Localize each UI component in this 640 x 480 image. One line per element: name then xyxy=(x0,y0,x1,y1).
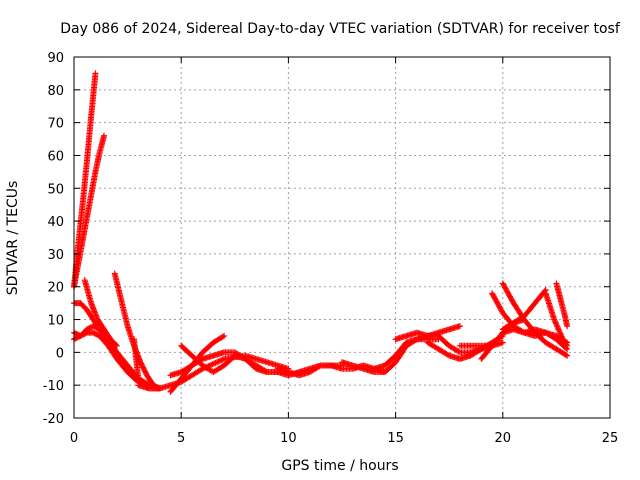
data-point xyxy=(499,339,506,346)
y-tick-label: -20 xyxy=(43,412,64,427)
y-tick-label: 50 xyxy=(47,182,64,197)
series-arc-y xyxy=(499,280,571,359)
y-tick-label: 30 xyxy=(47,248,64,263)
data-point xyxy=(112,341,119,348)
series-arc-h xyxy=(131,336,142,382)
data-point xyxy=(138,360,145,367)
y-tick-label: 90 xyxy=(47,51,64,66)
y-tick-label: -10 xyxy=(43,379,64,394)
data-point xyxy=(562,351,569,358)
y-tick-label: 70 xyxy=(47,117,64,132)
x-tick-label: 5 xyxy=(177,431,185,446)
x-tick-label: 0 xyxy=(70,431,78,446)
data-point xyxy=(316,363,323,370)
data-point xyxy=(92,70,99,77)
data-point xyxy=(563,341,570,348)
y-axis-title: SDTVAR / TECUs xyxy=(5,181,21,296)
data-point xyxy=(564,342,571,349)
series-arc-s xyxy=(424,323,463,339)
series-arc-l xyxy=(178,342,281,376)
data-point xyxy=(142,369,149,376)
plot-frame xyxy=(73,56,611,419)
data-point xyxy=(444,351,451,358)
y-tick-label: 10 xyxy=(47,314,64,329)
data-point xyxy=(113,342,120,349)
y-tick-label: 0 xyxy=(56,346,64,361)
data-point xyxy=(137,359,144,366)
series-arc-ab xyxy=(542,290,571,349)
x-tick-label: 25 xyxy=(602,431,619,446)
chart-title: Day 086 of 2024, Sidereal Day-to-day VTE… xyxy=(60,21,621,37)
x-tick-label: 15 xyxy=(387,431,404,446)
data-point xyxy=(141,367,148,374)
data-point xyxy=(140,365,147,372)
data-point xyxy=(456,323,463,330)
data-point xyxy=(101,132,108,139)
series-arc-v xyxy=(456,339,506,349)
x-tick-label: 20 xyxy=(495,431,512,446)
series-arc-ac xyxy=(553,280,571,330)
y-tick-label: 80 xyxy=(47,84,64,99)
x-tick-label: 10 xyxy=(280,431,297,446)
data-point xyxy=(139,363,146,370)
series-arc-aa xyxy=(499,287,549,333)
data-point xyxy=(455,348,462,355)
data-point xyxy=(219,333,226,340)
data-series xyxy=(71,70,571,395)
y-tick-label: 40 xyxy=(47,215,64,230)
series-arc-q xyxy=(371,336,442,372)
y-tick-label: 60 xyxy=(47,149,64,164)
data-point xyxy=(135,375,142,382)
axis-ticks: 0 5 10 15 20 25 -20 -10 0 10 20 30 40 50 60 70 80 90 xyxy=(43,51,619,446)
series-arc-f xyxy=(81,277,120,349)
data-point xyxy=(564,352,571,359)
data-point xyxy=(564,323,571,330)
data-point xyxy=(221,332,228,339)
data-point xyxy=(141,368,148,375)
y-tick-label: 20 xyxy=(47,281,64,296)
data-point xyxy=(140,364,147,371)
x-axis-title: GPS time / hours xyxy=(281,458,398,474)
series-arc-k xyxy=(167,349,270,379)
